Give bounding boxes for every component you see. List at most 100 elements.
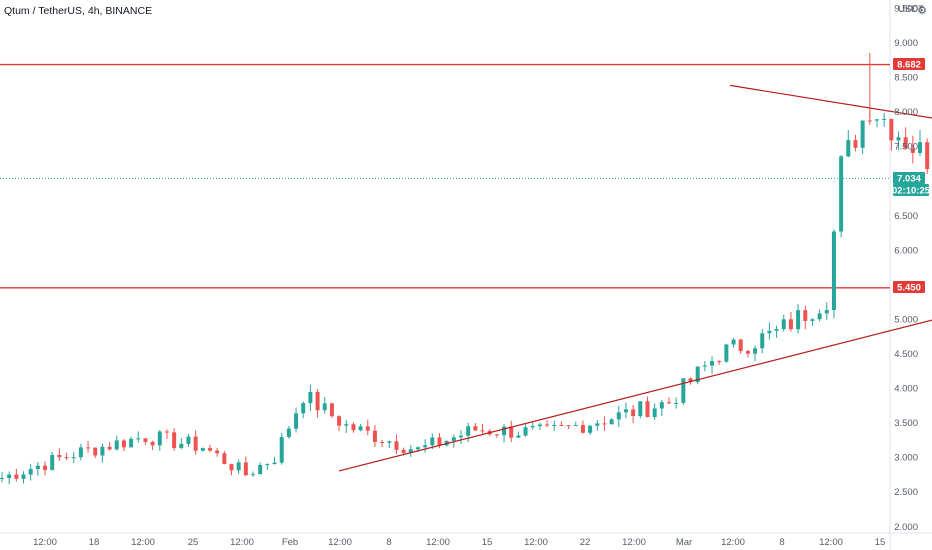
candle xyxy=(731,338,736,348)
candle xyxy=(265,463,270,470)
candle xyxy=(466,422,471,443)
candle xyxy=(588,425,593,436)
candle xyxy=(86,441,91,453)
candle xyxy=(0,472,4,483)
y-tick-label: 2.000 xyxy=(894,522,918,533)
candle xyxy=(817,309,822,322)
candle xyxy=(71,451,76,463)
candle xyxy=(93,447,98,459)
x-tick-label: Mar xyxy=(676,537,692,548)
y-tick-label: 3.500 xyxy=(894,418,918,429)
candle xyxy=(114,435,119,451)
time-axis[interactable]: 12:00 18 12:00 25 12:00 Feb 12:00 8 12:00 15 12:00… xyxy=(33,537,885,548)
candle xyxy=(251,471,256,477)
y-tick-label: 6.000 xyxy=(894,245,918,256)
x-tick-label: 12:00 xyxy=(33,537,57,548)
candle xyxy=(193,430,198,455)
candle xyxy=(580,420,585,434)
price-axis[interactable]: 2.0002.5003.0003.5004.0004.5005.0005.500… xyxy=(894,4,918,533)
candle xyxy=(745,350,750,358)
candle xyxy=(860,120,865,154)
candle xyxy=(50,451,55,471)
candle xyxy=(753,345,758,362)
candle xyxy=(351,422,356,433)
candle xyxy=(121,439,126,452)
y-tick-label: 6.500 xyxy=(894,211,918,222)
candle xyxy=(781,314,786,332)
candle xyxy=(57,448,62,461)
candle xyxy=(666,397,671,405)
candle xyxy=(143,438,148,445)
candle xyxy=(853,134,858,152)
symbol-name[interactable]: Qtum / TetherUS xyxy=(4,5,83,17)
candle xyxy=(344,419,349,433)
candle xyxy=(365,419,370,436)
candle xyxy=(301,401,306,419)
candle xyxy=(129,436,134,448)
candle xyxy=(810,318,815,326)
candle xyxy=(566,425,571,429)
y-tick-label: 3.000 xyxy=(894,453,918,464)
candle xyxy=(294,407,299,433)
candle xyxy=(473,422,478,432)
horizontal-levels xyxy=(0,63,890,289)
candle xyxy=(889,118,894,151)
candle xyxy=(380,439,385,448)
candle xyxy=(286,426,291,439)
candle xyxy=(14,468,19,482)
candle xyxy=(724,343,729,363)
interval-label[interactable]: 4h xyxy=(87,5,100,17)
candle xyxy=(537,422,542,431)
x-tick-label: 15 xyxy=(875,537,886,548)
candle xyxy=(760,328,765,354)
candle xyxy=(645,396,650,418)
candle xyxy=(387,440,392,448)
y-tick-label: 7.500 xyxy=(894,142,918,153)
candle xyxy=(681,378,686,405)
settings-gear-icon[interactable]: ⚙ xyxy=(917,5,927,17)
candle xyxy=(903,127,908,150)
x-tick-label: 18 xyxy=(89,537,100,548)
candle xyxy=(372,424,377,448)
y-tick-label: 5.000 xyxy=(894,314,918,325)
candle xyxy=(64,452,69,461)
candle xyxy=(107,442,112,451)
trend-line-support[interactable] xyxy=(338,23,932,472)
candle xyxy=(78,443,83,461)
candle xyxy=(738,338,743,354)
candle xyxy=(652,403,657,420)
candle xyxy=(530,422,535,430)
support-tag-text: 5.450 xyxy=(897,283,921,294)
support-tag xyxy=(893,281,925,293)
candle xyxy=(631,404,636,424)
x-tick-label: 12:00 xyxy=(131,537,155,548)
candle xyxy=(494,433,499,438)
x-tick-label: 12:00 xyxy=(622,537,646,548)
title-separator: , xyxy=(82,5,88,17)
candle xyxy=(222,451,227,465)
candle xyxy=(179,437,184,450)
candle xyxy=(43,461,48,476)
candle xyxy=(824,302,829,321)
candle xyxy=(157,429,162,451)
x-tick-label: 22 xyxy=(580,537,591,548)
resistance-tag xyxy=(893,58,925,70)
x-tick-label: Feb xyxy=(282,537,298,548)
candle xyxy=(408,445,413,457)
candle xyxy=(164,429,169,440)
x-tick-label: 8 xyxy=(779,537,784,548)
candle xyxy=(702,361,707,372)
candle xyxy=(882,112,887,127)
candle xyxy=(602,416,607,431)
x-tick-label: 12:00 xyxy=(524,537,548,548)
candle xyxy=(803,305,808,330)
price-tags: 8.682 7.034 02:10:25 5.450 xyxy=(892,58,931,294)
candle xyxy=(136,431,141,443)
candle xyxy=(545,420,550,428)
candle xyxy=(459,430,464,445)
trend-line-resistance[interactable] xyxy=(730,84,932,211)
candle xyxy=(308,384,313,411)
candle xyxy=(767,322,772,340)
candle xyxy=(272,456,277,465)
